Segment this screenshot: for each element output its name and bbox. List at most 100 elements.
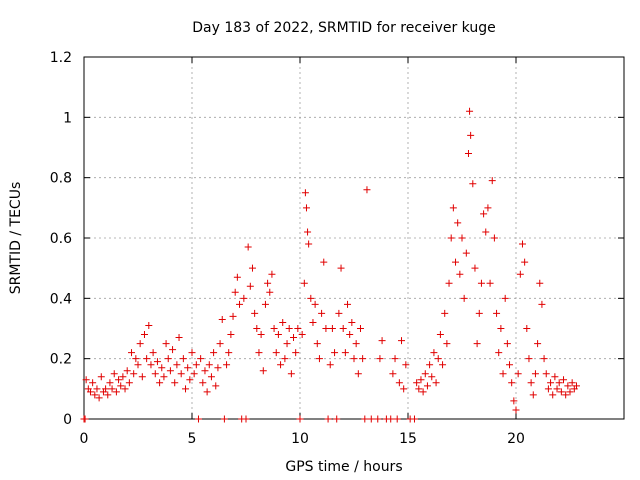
data-point <box>203 388 211 396</box>
data-point <box>134 361 142 369</box>
data-point <box>501 294 509 302</box>
y-tick-label: 1 <box>63 110 72 126</box>
data-point <box>549 391 557 399</box>
data-point <box>557 388 565 396</box>
data-point <box>400 385 408 393</box>
data-point <box>514 370 522 378</box>
data-point <box>466 107 474 115</box>
data-point <box>162 340 170 348</box>
data-point <box>214 364 222 372</box>
data-point <box>296 415 304 423</box>
data-point <box>337 264 345 272</box>
data-point <box>304 228 312 236</box>
data-point <box>551 373 559 381</box>
data-point <box>143 355 151 363</box>
y-tick-label: 0 <box>63 412 72 428</box>
data-point <box>123 367 131 375</box>
data-point <box>311 300 319 308</box>
data-point <box>277 361 285 369</box>
data-point <box>436 331 444 339</box>
data-point <box>261 300 269 308</box>
data-point <box>300 279 308 287</box>
data-point <box>564 382 572 390</box>
data-point <box>410 415 418 423</box>
data-point <box>348 318 356 326</box>
data-point <box>130 370 138 378</box>
data-point <box>95 394 103 402</box>
data-point <box>529 391 537 399</box>
data-point <box>318 309 326 317</box>
data-point <box>490 234 498 242</box>
data-point <box>376 355 384 363</box>
data-point <box>398 337 406 345</box>
data-point <box>294 325 302 332</box>
data-point <box>534 340 542 348</box>
data-point <box>341 349 349 357</box>
axis-ticks: 0 5 10 15 20 0 0.2 0.4 0.6 0.8 1 1.2 <box>50 50 624 447</box>
data-point <box>460 294 468 302</box>
data-point <box>233 273 241 281</box>
data-point <box>339 325 347 332</box>
data-point <box>331 349 339 357</box>
data-point <box>251 309 259 317</box>
data-point <box>518 240 526 248</box>
data-point <box>93 385 101 393</box>
grid-lines <box>83 56 624 420</box>
data-point <box>344 300 352 308</box>
data-point <box>430 349 438 357</box>
data-point <box>169 346 177 354</box>
chart-title: Day 183 of 2022, SRMTID for receiver kug… <box>192 20 495 36</box>
data-point <box>480 210 488 218</box>
data-point <box>378 337 386 345</box>
data-point <box>182 385 190 393</box>
data-point <box>477 279 485 287</box>
data-point <box>145 321 153 329</box>
data-point <box>223 361 231 369</box>
x-tick-label: 0 <box>80 431 89 447</box>
data-point <box>274 331 282 339</box>
data-point <box>201 367 209 375</box>
data-point <box>462 249 470 257</box>
data-point <box>458 234 466 242</box>
y-tick-label: 0.4 <box>50 291 72 307</box>
data-point <box>194 415 202 423</box>
data-point <box>149 349 157 357</box>
data-point <box>467 131 475 139</box>
data-point <box>516 270 524 278</box>
data-point <box>184 364 192 372</box>
data-point <box>218 315 226 323</box>
data-point <box>151 370 159 378</box>
data-point <box>428 373 436 381</box>
data-point <box>281 355 289 363</box>
data-point <box>212 382 220 390</box>
data-point <box>106 379 114 387</box>
data-point <box>413 379 421 387</box>
data-point <box>523 325 531 332</box>
data-point <box>207 373 215 381</box>
data-point <box>393 415 401 423</box>
data-point <box>279 318 287 326</box>
data-point <box>171 379 179 387</box>
data-point <box>324 415 332 423</box>
data-point <box>188 349 196 357</box>
data-point <box>156 379 164 387</box>
data-point <box>367 415 375 423</box>
data-point <box>227 331 235 339</box>
data-point <box>417 376 425 384</box>
data-point <box>363 186 371 194</box>
data-point <box>544 385 552 393</box>
data-point <box>389 370 397 378</box>
data-point <box>121 385 129 393</box>
data-point <box>486 279 494 287</box>
data-point <box>264 279 272 287</box>
data-point <box>244 243 252 251</box>
y-tick-label: 1.2 <box>50 50 72 66</box>
data-point <box>290 334 298 342</box>
data-point <box>419 388 427 396</box>
data-point <box>354 370 362 378</box>
data-point <box>482 228 490 236</box>
x-tick-label: 5 <box>188 431 197 447</box>
data-point <box>108 385 116 393</box>
data-point <box>257 331 265 339</box>
data-point <box>246 282 254 290</box>
